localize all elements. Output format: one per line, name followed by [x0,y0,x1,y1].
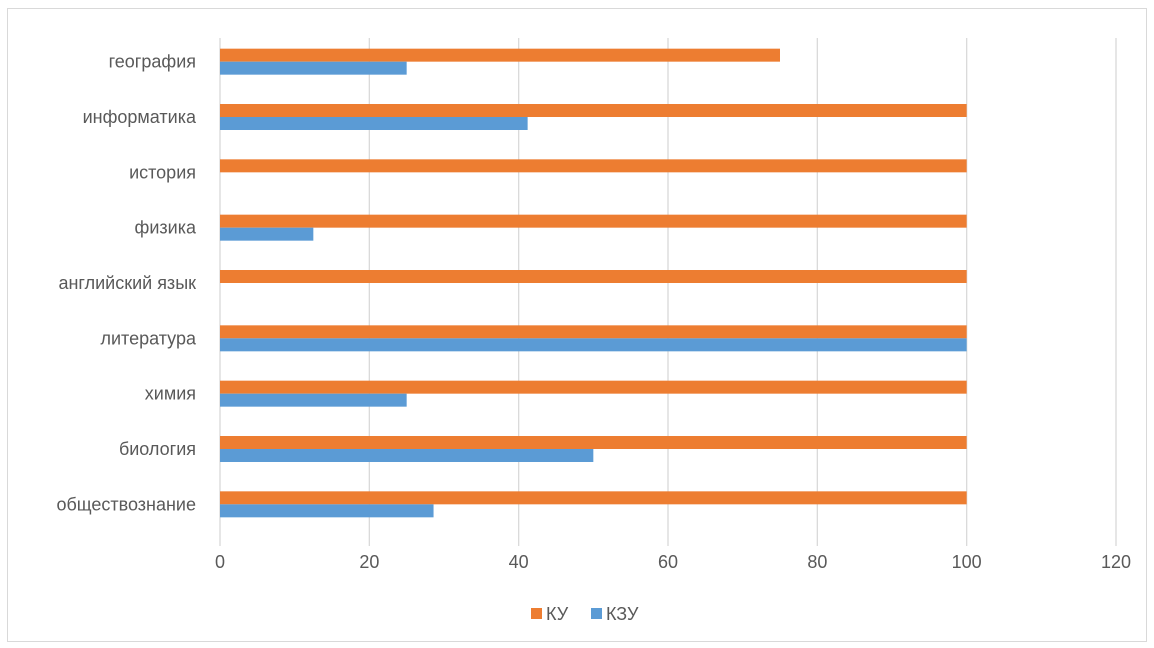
x-tick-label: 0 [215,552,225,572]
category-label: информатика [83,107,197,127]
bar-ku [220,436,967,449]
legend-swatch [591,608,602,619]
bar-ku [220,380,967,394]
bar-kzu [220,61,407,75]
legend-label: КУ [546,604,569,624]
category-label: география [109,52,196,72]
category-label: история [129,162,196,182]
bar-ku [220,48,780,62]
legend-swatch [531,608,542,619]
category-label: литература [100,328,196,348]
bar-ku [220,159,967,173]
bar-ku [220,214,967,228]
bar-kzu [220,449,594,462]
category-label: английский язык [58,273,196,293]
bars [220,48,967,518]
x-tick-label: 120 [1101,552,1131,572]
category-label: физика [135,218,197,238]
category-label: обществознание [56,494,196,514]
category-label: биология [119,439,196,459]
bar-kzu [220,504,434,518]
x-tick-label: 20 [359,552,379,572]
bar-kzu [220,227,314,241]
bar-kzu [220,338,967,352]
bar-kzu [220,117,528,130]
bar-ku [220,325,967,339]
x-axis-tick-labels: 0 20 40 60 80 100 120 [215,552,1131,572]
x-tick-label: 100 [952,552,982,572]
category-label: химия [145,384,196,404]
bar-kzu [220,393,407,407]
bar-ku [220,270,967,283]
x-tick-label: 80 [807,552,827,572]
x-tick-label: 60 [658,552,678,572]
category-labels: обществознание биология химия литература анг… [56,52,197,515]
x-tick-label: 40 [509,552,529,572]
bar-ku [220,491,967,505]
bar-ku [220,104,967,117]
legend: КУ КЗУ [531,604,639,624]
legend-label: КЗУ [606,604,639,624]
